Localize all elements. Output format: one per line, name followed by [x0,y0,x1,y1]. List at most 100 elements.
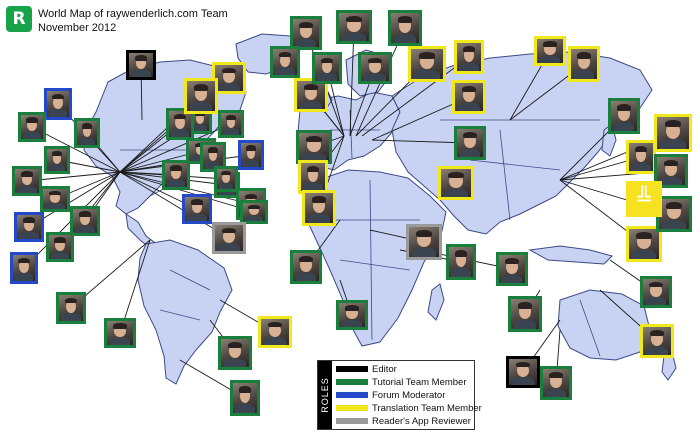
legend-swatch [336,405,368,411]
team-member-photo [182,194,212,224]
team-member-photo [290,250,322,284]
legend-label: Editor [372,363,397,375]
team-member-photo [298,160,328,194]
team-member-photo [162,160,190,190]
team-member-photo [302,190,336,226]
raywenderlich-logo: R [6,6,32,32]
team-member-photo [656,196,692,232]
legend-label: Forum Moderator [372,389,446,401]
team-member-photo [238,140,264,170]
team-member-photo [214,166,238,192]
legend-item-app-reviewer: Reader's App Reviewer [336,415,471,427]
team-member-photo [312,52,342,84]
team-member-photo [166,108,194,140]
team-member-photo [46,232,74,262]
australia-landmass [557,289,651,361]
team-member-photo [626,226,662,262]
team-member-photo [640,276,672,308]
team-member-photo [10,252,38,284]
team-member-photo [218,110,244,138]
team-member-photo [14,212,44,242]
team-member-photo [654,114,692,152]
south-america-landmass [137,239,233,385]
legend-swatch [336,379,368,385]
team-member-photo [640,324,674,358]
roles-legend: ROLES Editor Tutorial Team Member Forum … [317,360,482,430]
team-member-photo [126,50,156,80]
connector-line [119,239,151,334]
legend-item-translation-team: Translation Team Member [336,402,482,414]
page-title: World Map of raywenderlich.com Team Nove… [38,7,228,35]
team-member-photo [44,88,72,120]
country-borders [120,109,601,357]
team-member-photo [608,98,640,134]
team-member-photo [654,154,688,188]
connector-line [26,171,121,182]
team-member-photo [12,166,42,196]
team-member-photo [184,78,218,114]
connector-line [119,171,255,213]
legend-item-forum-moderator: Forum Moderator [336,389,445,401]
translation-sign-icon: ╩ [626,181,662,217]
logo-glyph: R [12,9,26,29]
team-member-photo [294,78,328,112]
team-member-photo [74,118,100,148]
title-line-1: World Map of raywenderlich.com Team [38,8,228,20]
legend-label: Translation Team Member [372,402,482,414]
connector-line [31,126,121,173]
legend-swatch [336,392,368,398]
team-member-photo [18,112,46,142]
team-member-photo [44,146,70,174]
team-member-photo [270,46,300,78]
indonesia-landmass [528,245,613,265]
team-member-photo [508,296,542,332]
connector-line [28,171,121,228]
team-member-photo [506,356,540,388]
roles-heading: ROLES [318,361,332,429]
team-member-photo [540,366,572,400]
team-member-photo [336,300,368,330]
team-member-photo [454,40,484,74]
team-member-photo [240,200,268,224]
team-member-photo [230,380,260,416]
team-member-photo [296,130,332,164]
team-member-photo [200,142,226,172]
team-member-photo [258,316,292,348]
team-member-photo [534,36,566,66]
connector-line [349,26,355,137]
team-member-photo [358,52,392,84]
team-member-photo [56,292,86,324]
team-member-photo [446,244,476,280]
team-member-photo [454,126,486,160]
legend-swatch [336,418,368,424]
team-member-photo [212,62,246,94]
team-member-photo [568,46,600,82]
legend-item-tutorial-team: Tutorial Team Member [336,376,467,388]
legend-item-editor: Editor [336,363,397,375]
connector-line [361,56,470,137]
team-member-photo [290,16,322,50]
connector-line [119,123,232,173]
connector-line [119,171,230,239]
team-member-photo [408,46,446,82]
team-member-photo [70,206,100,236]
connector-line [371,139,471,144]
team-member-photo [212,222,246,254]
team-member-photo [406,224,442,260]
team-member-photo [336,10,372,44]
team-member-photo [104,318,136,348]
legend-label: Tutorial Team Member [372,376,467,388]
madagascar-landmass [427,283,445,321]
team-member-photo [218,336,252,370]
team-member-photo [452,80,486,114]
title-line-2: November 2012 [38,22,117,34]
team-member-photo [626,140,656,174]
africa-landmass [305,169,447,347]
legend-swatch [336,366,368,372]
team-member-photo [438,166,474,200]
team-member-photo [496,252,528,286]
team-member-photo [388,10,422,46]
legend-label: Reader's App Reviewer [372,415,471,427]
team-member-photo [40,186,70,212]
